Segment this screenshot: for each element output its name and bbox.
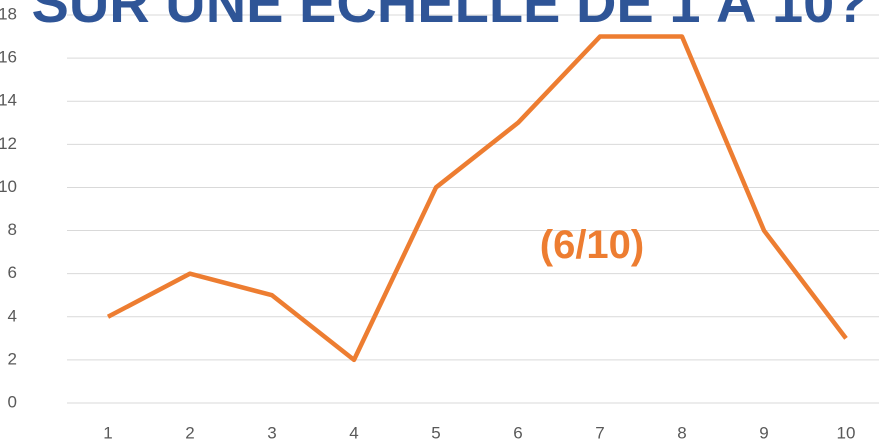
y-tick-label: 8 (8, 220, 17, 239)
annotation: (6/10) (540, 223, 645, 267)
y-tick-label: 2 (8, 349, 17, 368)
y-tick-label: 6 (8, 263, 17, 282)
x-tick-label: 4 (349, 423, 358, 442)
x-tick-label: 10 (837, 423, 856, 442)
data-line (106, 34, 848, 363)
x-tick-label: 9 (759, 423, 768, 442)
x-tick-label: 2 (185, 423, 194, 442)
y-tick-label: 18 (0, 4, 17, 23)
y-tick-label: 0 (8, 392, 17, 411)
x-tick-label: 5 (431, 423, 440, 442)
y-tick-label: 10 (0, 177, 17, 196)
x-tick-label: 7 (595, 423, 604, 442)
x-tick-label: 1 (103, 423, 112, 442)
x-tick-label: 8 (677, 423, 686, 442)
chart-title: SUR UNE ÉCHELLE DE 1 À 10? (31, 0, 868, 34)
y-tick-label: 14 (0, 91, 17, 110)
y-tick-label: 12 (0, 134, 17, 153)
y-tick-label: 4 (8, 306, 17, 325)
x-tick-label: 6 (513, 423, 522, 442)
y-tick-label: 16 (0, 48, 17, 67)
x-tick-label: 3 (267, 423, 276, 442)
